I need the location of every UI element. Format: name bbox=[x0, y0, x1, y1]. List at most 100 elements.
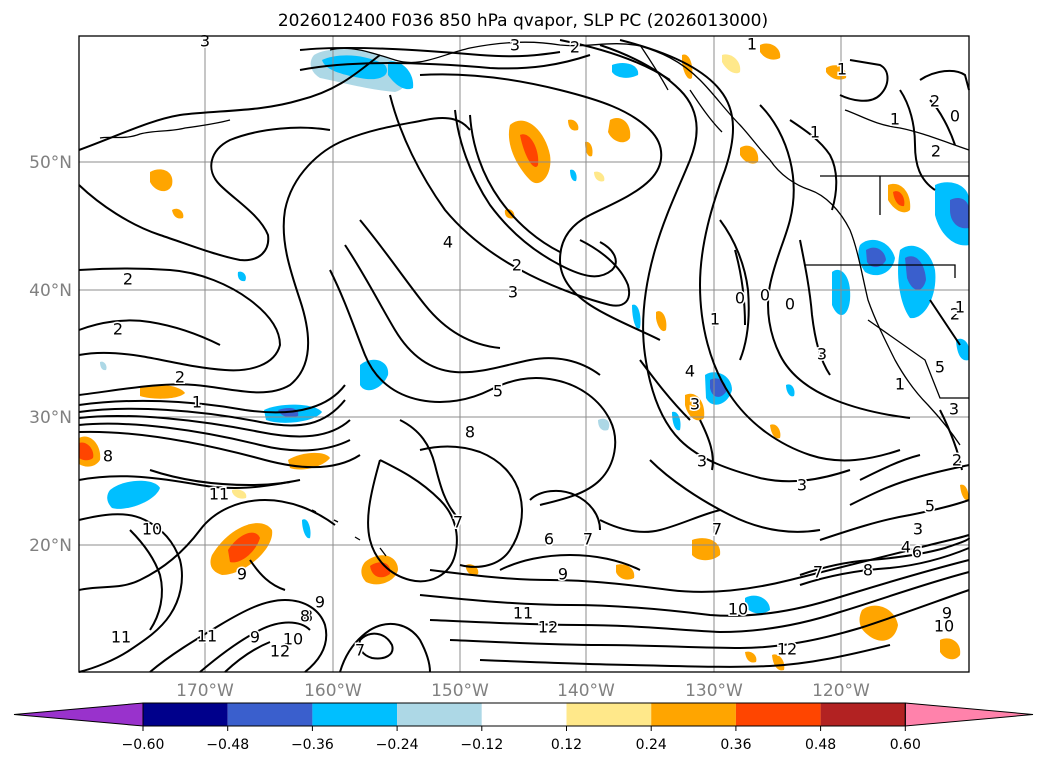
contour-label: 11 bbox=[197, 627, 217, 646]
contour-label: 2 bbox=[952, 451, 962, 470]
contour-label: 8 bbox=[300, 607, 310, 626]
colorbar-segment bbox=[735, 703, 821, 726]
contour-label: 2 bbox=[113, 320, 123, 339]
lat-label-30n: 30°N bbox=[29, 408, 72, 428]
contour-label: 11 bbox=[209, 485, 229, 504]
contour-label: 1 bbox=[895, 375, 905, 394]
lat-label-50n: 50°N bbox=[29, 153, 72, 173]
contour-label: 11 bbox=[513, 604, 533, 623]
map-frame bbox=[78, 35, 970, 673]
contour-label: 3 bbox=[510, 36, 520, 55]
map-title: 2026012400 F036 850 hPa qvapor, SLP PC (… bbox=[278, 11, 768, 31]
colorbar-tick-label: −0.12 bbox=[460, 737, 503, 753]
contour-label: 0 bbox=[735, 289, 745, 308]
contour-label: 12 bbox=[270, 642, 290, 661]
colorbar-tick-label: 0.24 bbox=[636, 737, 667, 753]
contour-label: 3 bbox=[690, 395, 700, 414]
contour-label: 2 bbox=[570, 38, 580, 57]
contour-label: 1 bbox=[810, 123, 820, 142]
contour-label: 1 bbox=[192, 393, 202, 412]
slp-contours bbox=[78, 39, 970, 673]
contour-label: 11 bbox=[111, 628, 131, 647]
contour-label: 5 bbox=[935, 358, 945, 377]
colorbar-frame bbox=[142, 702, 906, 727]
contour-label: 1 bbox=[955, 298, 965, 317]
contour-label: 1 bbox=[747, 35, 757, 54]
colorbar: −0.60 −0.48 −0.36 −0.24 −0.12 0.12 0.24 0.36 0.4… bbox=[13, 702, 1034, 753]
colorbar-segment bbox=[481, 703, 567, 726]
longitude-labels: 170°W 160°W 150°W 140°W 130°W 120°W bbox=[176, 681, 870, 701]
contour-label: 8 bbox=[303, 607, 313, 626]
contour-label: 3 bbox=[697, 452, 707, 471]
contour-label: 12 bbox=[777, 640, 797, 659]
coastlines bbox=[99, 41, 970, 557]
contour-label: 8 bbox=[465, 423, 475, 442]
contour-label: 10 bbox=[934, 617, 954, 636]
lon-label-130w: 130°W bbox=[685, 681, 743, 701]
contour-label: 5 bbox=[925, 497, 935, 516]
colorbar-tick-label: −0.60 bbox=[122, 737, 165, 753]
positive-anomaly-shading bbox=[79, 43, 969, 671]
contour-label: 0 bbox=[760, 286, 770, 305]
lon-label-140w: 140°W bbox=[557, 681, 615, 701]
contour-label: 2 bbox=[512, 256, 522, 275]
colorbar-segment bbox=[227, 703, 313, 726]
contour-label: 9 bbox=[237, 565, 247, 584]
contour-label: 3 bbox=[508, 283, 518, 302]
contour-label: 3 bbox=[817, 345, 827, 364]
contour-label: 9 bbox=[315, 593, 325, 612]
contour-label: 7 bbox=[453, 513, 463, 532]
colorbar-segment bbox=[397, 703, 482, 726]
negative-anomaly-shading bbox=[100, 49, 969, 614]
colorbar-tick-label: 0.36 bbox=[720, 737, 751, 753]
colorbar-tick-label: 0.60 bbox=[890, 737, 921, 753]
colorbar-segment bbox=[312, 703, 398, 726]
contour-label: 4 bbox=[443, 233, 453, 252]
lon-label-120w: 120°W bbox=[812, 681, 870, 701]
contour-label: 10 bbox=[142, 520, 162, 539]
lon-label-150w: 150°W bbox=[431, 681, 489, 701]
contour-label: 2 bbox=[950, 305, 960, 324]
contour-label: 2 bbox=[930, 92, 940, 111]
contour-label: 7 bbox=[813, 563, 823, 582]
contour-label: 10 bbox=[728, 600, 748, 619]
contour-label: 6 bbox=[544, 530, 554, 549]
contour-label: 5 bbox=[493, 382, 503, 401]
colorbar-extension-low bbox=[13, 702, 144, 727]
contour-label: 3 bbox=[913, 520, 923, 539]
colorbar-segment bbox=[651, 703, 736, 726]
latitude-labels: 50°N 40°N 30°N 20°N bbox=[29, 153, 72, 556]
lat-label-40n: 40°N bbox=[29, 281, 72, 301]
colorbar-tick-label: 0.12 bbox=[551, 737, 582, 753]
contour-label: 4 bbox=[685, 362, 695, 381]
contour-label: 2 bbox=[175, 368, 185, 387]
contour-label: 8 bbox=[863, 561, 873, 580]
colorbar-tick-label: −0.36 bbox=[291, 737, 334, 753]
lon-label-170w: 170°W bbox=[176, 681, 234, 701]
contour-label: 1 bbox=[890, 110, 900, 129]
colorbar-segment bbox=[820, 703, 906, 726]
contour-label: 12 bbox=[538, 618, 558, 637]
lat-label-20n: 20°N bbox=[29, 536, 72, 556]
colorbar-extension-high bbox=[904, 702, 1034, 727]
contour-label: 10 bbox=[283, 630, 303, 649]
contour-label: 2 bbox=[123, 270, 133, 289]
colorbar-tick-label: −0.48 bbox=[206, 737, 249, 753]
lon-label-160w: 160°W bbox=[304, 681, 362, 701]
colorbar-segment bbox=[566, 703, 652, 726]
contour-label: 3 bbox=[200, 32, 210, 51]
contour-label: 9 bbox=[250, 628, 260, 647]
contour-label: 9 bbox=[558, 565, 568, 584]
colorbar-tick-label: 0.48 bbox=[805, 737, 836, 753]
contour-label: 9 bbox=[942, 604, 952, 623]
contour-label: 0 bbox=[785, 295, 795, 314]
contour-label: 1 bbox=[710, 310, 720, 329]
contour-label: 3 bbox=[949, 400, 959, 419]
contour-label: 1 bbox=[837, 60, 847, 79]
colorbar-tick-label: −0.24 bbox=[376, 737, 419, 753]
contour-label: 7 bbox=[712, 520, 722, 539]
colorbar-segment bbox=[143, 703, 228, 726]
